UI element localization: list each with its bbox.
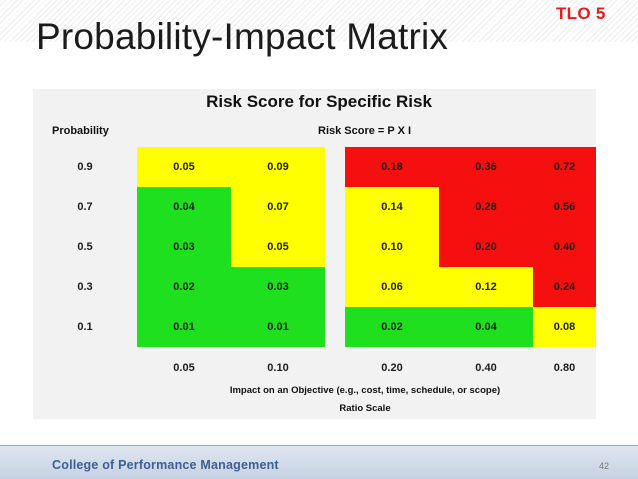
risk-score-cell: 0.10 <box>345 227 439 267</box>
scale-label: Ratio Scale <box>339 403 391 414</box>
matrix-row: 0.7 0.04 0.07 0.14 0.28 0.56 <box>33 187 596 227</box>
slide-title: Probability-Impact Matrix <box>36 16 449 57</box>
risk-score-cell: 0.04 <box>439 307 533 347</box>
risk-score-cell: 0.04 <box>137 187 231 227</box>
probability-header: Probability <box>52 125 109 137</box>
organization-name: College of Performance Management <box>52 458 279 472</box>
impact-value: 0.80 <box>553 362 576 374</box>
risk-score-cell: 0.06 <box>345 267 439 307</box>
risk-score-cell: 0.40 <box>533 227 596 267</box>
risk-score-cell: 0.36 <box>439 147 533 187</box>
probability-value: 0.9 <box>77 161 93 173</box>
risk-score-cell: 0.28 <box>439 187 533 227</box>
risk-score-cell: 0.72 <box>533 147 596 187</box>
footer-divider <box>0 445 638 446</box>
matrix-row: 0.5 0.03 0.05 0.10 0.20 0.40 <box>33 227 596 267</box>
risk-score-cell: 0.20 <box>439 227 533 267</box>
risk-score-cell: 0.14 <box>345 187 439 227</box>
impact-value: 0.10 <box>267 362 289 374</box>
impact-value: 0.20 <box>381 362 403 374</box>
header-pattern <box>0 0 638 42</box>
risk-score-cell: 0.18 <box>345 147 439 187</box>
impact-value: 0.05 <box>173 362 195 374</box>
matrix-title: Risk Score for Specific Risk <box>206 92 432 111</box>
impact-axis-label: Impact on an Objective (e.g., cost, time… <box>229 385 501 396</box>
risk-score-cell: 0.05 <box>231 227 325 267</box>
risk-matrix: 0.9 0.05 0.09 0.18 0.36 0.72 0.7 0.04 0.… <box>33 147 596 347</box>
risk-score-cell: 0.09 <box>231 147 325 187</box>
risk-score-cell: 0.12 <box>439 267 533 307</box>
matrix-row: 0.9 0.05 0.09 0.18 0.36 0.72 <box>33 147 596 187</box>
risk-score-cell: 0.01 <box>137 307 231 347</box>
risk-score-cell: 0.07 <box>231 187 325 227</box>
risk-score-cell: 0.03 <box>137 227 231 267</box>
probability-value: 0.5 <box>77 241 93 253</box>
risk-score-cell: 0.08 <box>533 307 596 347</box>
risk-score-cell: 0.56 <box>533 187 596 227</box>
risk-score-cell: 0.01 <box>231 307 325 347</box>
risk-score-cell: 0.24 <box>533 267 596 307</box>
matrix-row: 0.1 0.01 0.01 0.02 0.04 0.08 <box>33 307 596 347</box>
probability-value: 0.3 <box>77 281 93 293</box>
matrix-row: 0.3 0.02 0.03 0.06 0.12 0.24 <box>33 267 596 307</box>
formula-header: Risk Score = P X I <box>318 125 412 137</box>
probability-value: 0.1 <box>77 321 93 333</box>
page-number: 42 <box>599 461 610 471</box>
impact-axis: 0.05 0.10 0.20 0.40 0.80 <box>33 358 596 378</box>
risk-score-cell: 0.02 <box>345 307 439 347</box>
tlo-badge: TLO 5 <box>556 4 606 23</box>
footer-bar: College of Performance Management 42 <box>0 446 638 479</box>
probability-value: 0.7 <box>77 201 93 213</box>
risk-score-cell: 0.05 <box>137 147 231 187</box>
risk-score-cell: 0.03 <box>231 267 325 307</box>
risk-score-cell: 0.02 <box>137 267 231 307</box>
impact-value: 0.40 <box>475 362 497 374</box>
